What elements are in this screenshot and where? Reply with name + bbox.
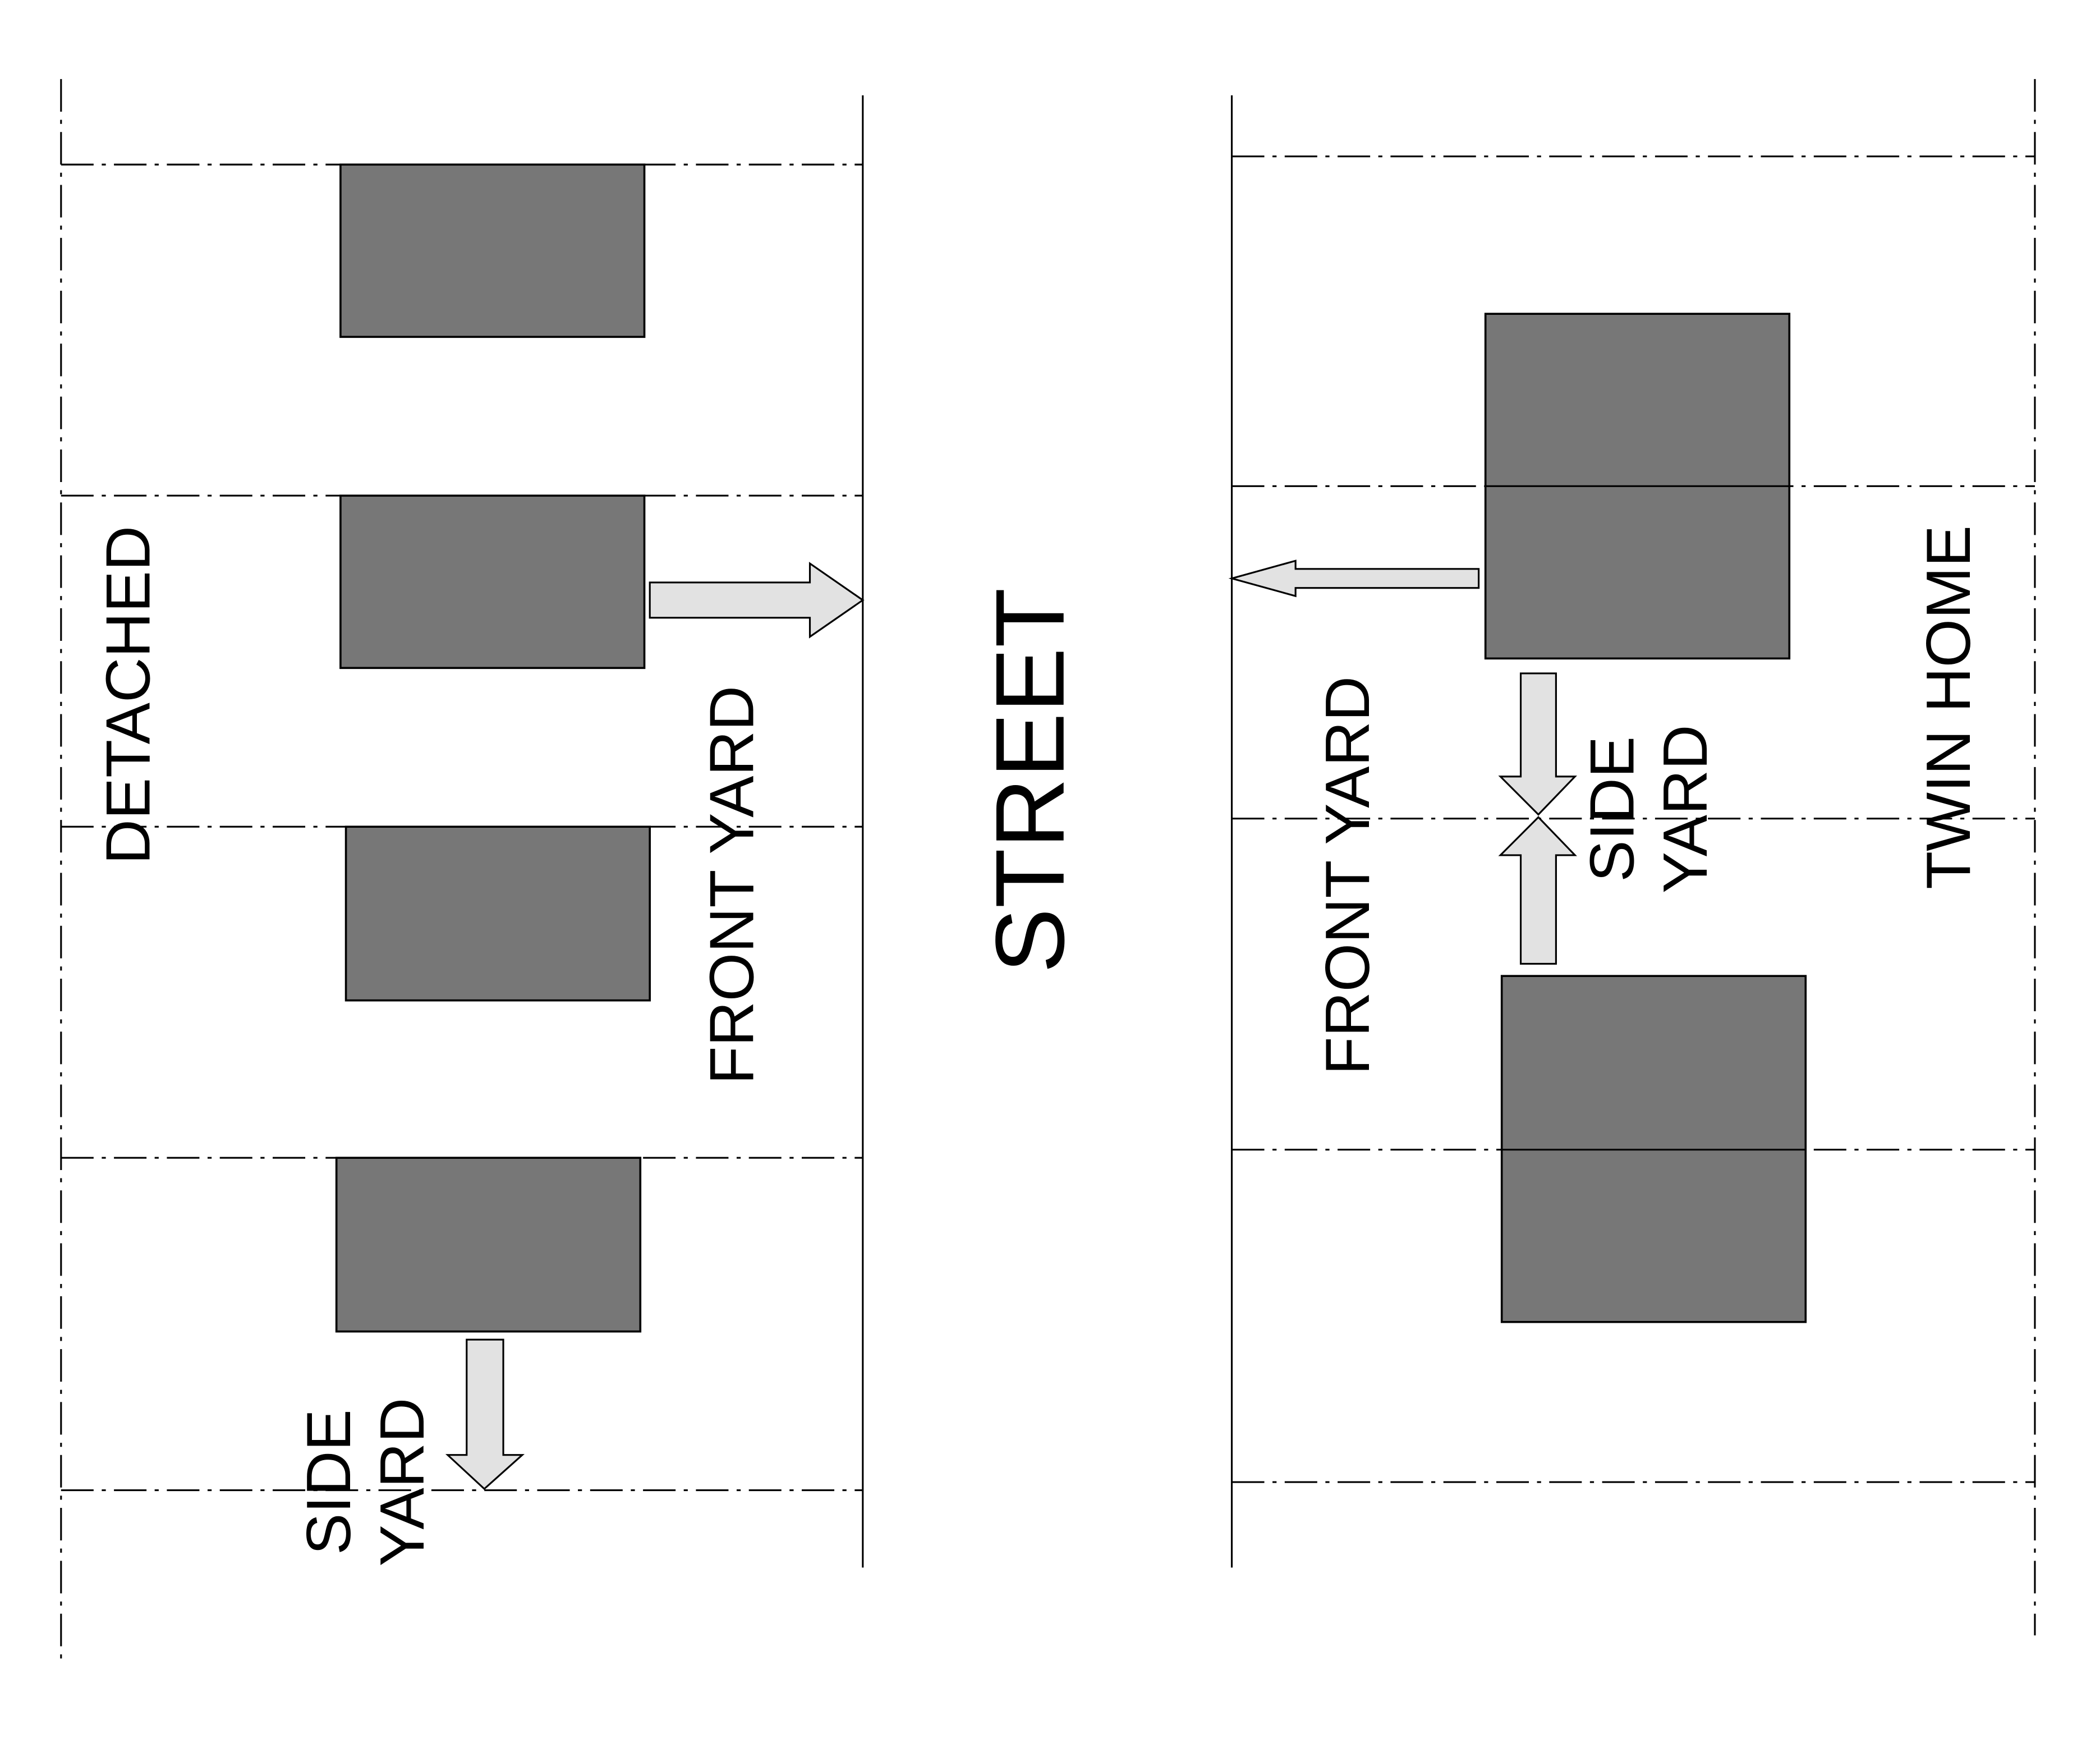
side-yard-label: YARD: [1650, 724, 1720, 893]
side-yard-arrow: [1498, 816, 1577, 965]
street-label: STREET: [975, 588, 1085, 974]
side-yard-arrow: [1498, 672, 1577, 816]
house: [339, 163, 646, 338]
twin-home-panel: FRONT YARD SIDE YARD TWIN HOME: [1228, 79, 2036, 1636]
front-yard-label: FRONT YARD: [696, 686, 766, 1085]
side-yard-label: YARD: [367, 1398, 437, 1567]
front-yard-arrow: [649, 562, 865, 639]
detached-label: DETACHED: [93, 526, 163, 865]
detached-panel: DETACHED FRONT YARD SIDE YARD: [60, 79, 865, 1667]
house: [344, 825, 651, 1002]
side-yard-arrow: [445, 1338, 525, 1490]
side-yard-label: SIDE: [1577, 736, 1647, 882]
side-yard-label: SIDE: [293, 1409, 364, 1555]
front-yard-arrow: [1228, 559, 1480, 598]
house: [339, 494, 646, 669]
house: [335, 1157, 642, 1333]
front-yard-label: FRONT YARD: [1312, 676, 1382, 1075]
twin-home-label: TWIN HOME: [1913, 525, 1983, 889]
